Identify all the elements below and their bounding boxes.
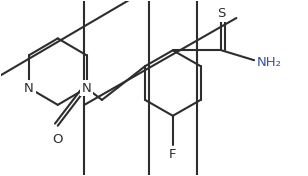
- Text: F: F: [169, 148, 176, 161]
- Text: N: N: [82, 81, 91, 95]
- Text: O: O: [53, 133, 63, 146]
- Text: N: N: [24, 81, 34, 95]
- Text: S: S: [217, 7, 226, 20]
- Text: NH₂: NH₂: [257, 56, 282, 69]
